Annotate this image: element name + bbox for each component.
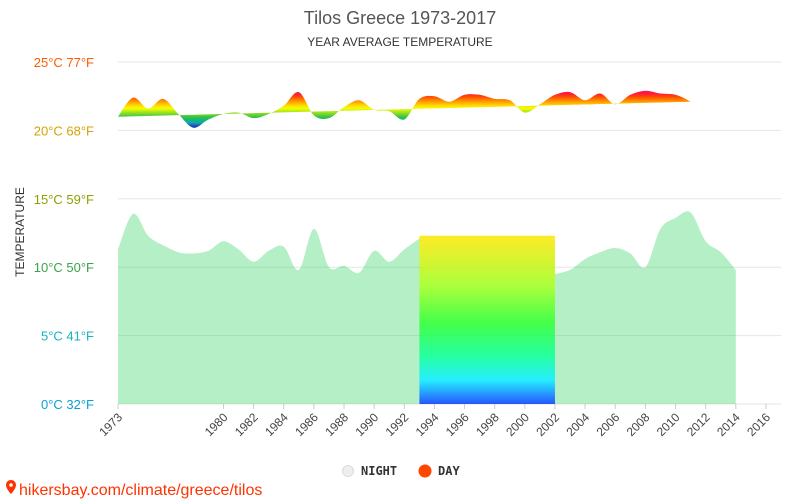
y-tick-label: 15°C 59°F [34,192,94,207]
legend-marker-night [342,465,354,477]
x-tick-label: 1994 [413,410,442,439]
x-axis-ticks: 1973 1980 1982 1984 1986 1988 1990 1992 1994 1996… [96,404,773,439]
chart-title: Tilos Greece 1973-2017 [304,8,496,28]
x-tick-label: 1996 [443,410,472,439]
x-tick-label: 1984 [262,410,291,439]
x-tick-label: 2000 [503,410,532,439]
night-data-gap [419,235,555,404]
y-tick-label: 10°C 50°F [34,260,94,275]
day-area [118,90,691,128]
x-tick-label: 1980 [202,410,231,439]
legend-label-day: DAY [438,464,460,478]
night-area [118,213,420,404]
x-tick-label: 2004 [563,410,592,439]
footer-link[interactable]: hikersbay.com/climate/greece/tilos [6,480,262,499]
x-tick-label: 1988 [322,410,351,439]
x-tick-label: 2008 [624,410,653,439]
x-tick-label: 2002 [533,410,562,439]
y-tick-label: 5°C 41°F [41,329,94,344]
y-axis-ticks: 0°C 32°F 5°C 41°F 10°C 50°F 15°C 59°F 20°C 6… [34,55,94,412]
x-tick-label: 1986 [292,410,321,439]
x-tick-label: 2010 [654,410,683,439]
legend-marker-day [418,464,432,478]
location-pin-icon [6,480,16,494]
x-tick-label: 1990 [352,410,381,439]
x-tick-label: 2012 [684,410,713,439]
legend: NIGHT DAY [342,464,461,478]
chart-subtitle: YEAR AVERAGE TEMPERATURE [307,35,492,49]
x-tick-label: 2016 [744,410,773,439]
footer-url: hikersbay.com/climate/greece/tilos [19,482,262,499]
y-tick-label: 0°C 32°F [41,397,94,412]
x-tick-label: 1998 [473,410,502,439]
y-tick-label: 20°C 68°F [34,123,94,138]
x-tick-label: 1982 [232,410,261,439]
y-axis-title: TEMPERATURE [13,187,27,277]
y-tick-label: 25°C 77°F [34,55,94,70]
night-area [554,211,736,404]
legend-item-night[interactable]: NIGHT [342,464,398,478]
legend-label-night: NIGHT [361,464,397,478]
plot-area [118,90,736,404]
x-tick-label: 1992 [383,410,412,439]
x-tick-label: 2014 [714,410,743,439]
x-tick-label: 2006 [594,410,623,439]
legend-item-day[interactable]: DAY [418,464,461,478]
x-tick-label: 1973 [96,410,125,439]
